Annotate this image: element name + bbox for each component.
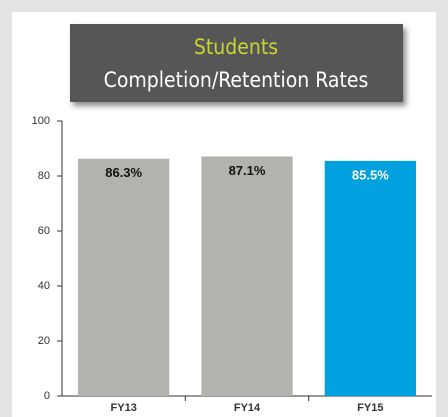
y-tick-label: 0 xyxy=(44,390,50,402)
y-tick-label: 80 xyxy=(38,170,50,182)
bar xyxy=(78,158,170,396)
value-label: 85.5% xyxy=(352,167,389,182)
x-tick-label: FY14 xyxy=(234,402,261,414)
x-tick-label: FY13 xyxy=(111,402,137,414)
bar xyxy=(324,160,416,396)
chart-subtitle: Completion/Retention Rates xyxy=(104,68,369,92)
chart-title: Students xyxy=(194,35,278,59)
x-tick-label: FY15 xyxy=(357,402,383,414)
y-tick-label: 20 xyxy=(38,335,50,347)
y-tick-label: 40 xyxy=(38,280,50,292)
value-label: 87.1% xyxy=(229,163,266,178)
bar xyxy=(201,156,293,396)
y-tick-label: 100 xyxy=(32,115,50,127)
title-box xyxy=(70,24,403,102)
value-label: 86.3% xyxy=(105,165,142,180)
y-tick-label: 60 xyxy=(38,225,50,237)
